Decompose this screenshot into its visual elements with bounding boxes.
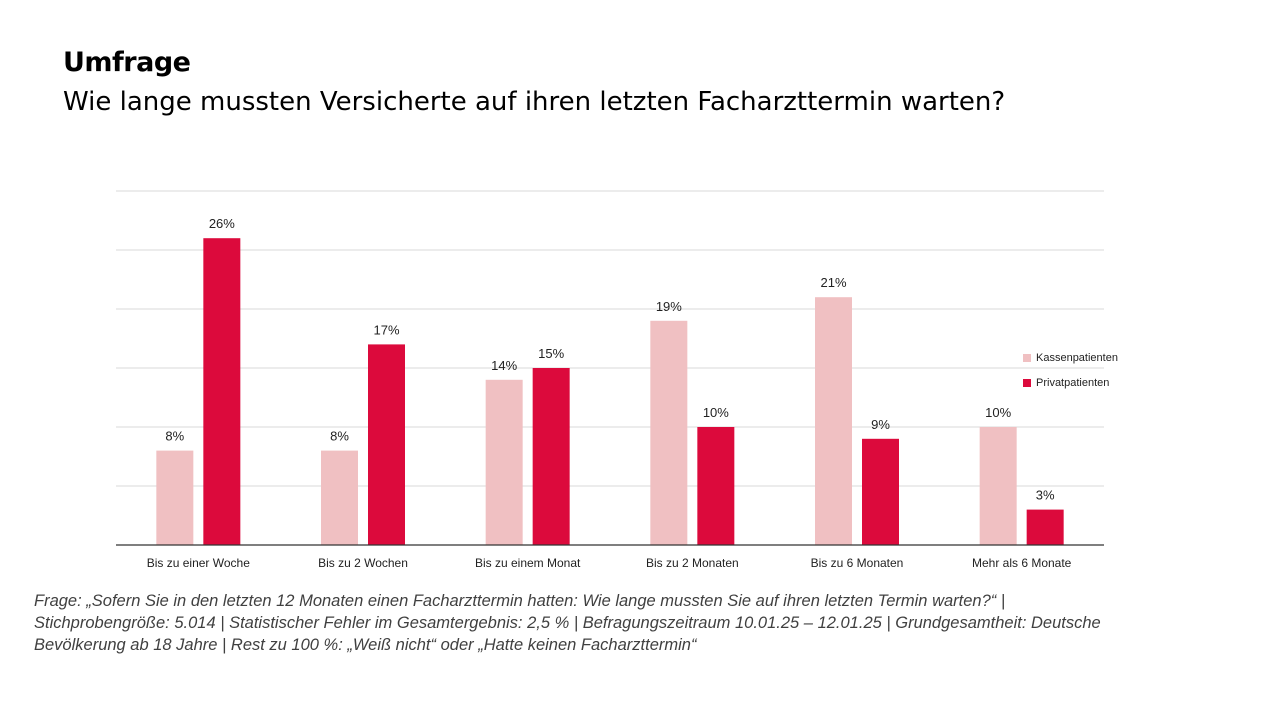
footnote-line: Bevölkerung ab 18 Jahre | Rest zu 100 %:… [34, 636, 697, 654]
bar [532, 368, 570, 545]
legend-label-kassenpatienten: Kassenpatienten [1036, 351, 1118, 364]
legend-label-privatpatienten: Privatpatienten [1036, 376, 1110, 389]
bar [368, 344, 405, 545]
legend-item-kassenpatienten: Kassenpatienten [1023, 349, 1118, 366]
data-label: 26% [209, 216, 235, 231]
kicker-label: Umfrage [63, 47, 191, 78]
x-tick-label: Bis zu 2 Monaten [646, 556, 739, 570]
bar [203, 238, 241, 545]
chart-legend: Kassenpatienten Privatpatienten [1023, 349, 1118, 399]
x-tick-label: Bis zu 2 Wochen [318, 556, 408, 570]
bar [697, 427, 735, 545]
data-label: 10% [703, 405, 729, 420]
data-label: 10% [985, 405, 1011, 420]
bar [650, 320, 688, 545]
bar [485, 379, 523, 545]
chart-title: Wie lange mussten Versicherte auf ihren … [63, 87, 1006, 117]
data-label: 3% [1036, 488, 1055, 503]
bar [1026, 509, 1064, 545]
legend-item-privatpatienten: Privatpatienten [1023, 374, 1118, 391]
data-label: 9% [871, 417, 890, 432]
footnote-line: Stichprobengröße: 5.014 | Statistischer … [34, 614, 1101, 632]
x-tick-label: Bis zu einer Woche [147, 556, 250, 570]
data-label: 15% [538, 346, 564, 361]
bar [979, 427, 1017, 545]
footnote-line: Frage: „Sofern Sie in den letzten 12 Mon… [34, 592, 1006, 610]
data-label: 14% [491, 358, 517, 373]
data-label: 8% [165, 429, 184, 444]
bar [815, 297, 852, 545]
legend-swatch-privatpatienten [1023, 378, 1031, 387]
legend-swatch-kassenpatienten [1023, 353, 1031, 362]
bar [321, 450, 358, 545]
footnote: Frage: „Sofern Sie in den letzten 12 Mon… [34, 590, 1234, 656]
data-label: 21% [820, 275, 846, 290]
bar [862, 438, 899, 545]
x-tick-label: Mehr als 6 Monate [972, 556, 1072, 570]
x-tick-label: Bis zu 6 Monaten [811, 556, 904, 570]
data-label: 8% [330, 429, 349, 444]
data-label: 19% [656, 299, 682, 314]
data-label: 17% [373, 322, 399, 337]
x-tick-label: Bis zu einem Monat [475, 556, 581, 570]
bar [156, 450, 194, 545]
